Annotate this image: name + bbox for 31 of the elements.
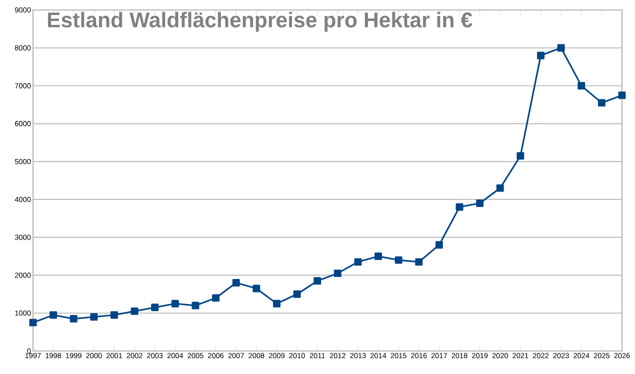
point (334, 270, 342, 278)
point (252, 284, 260, 292)
point (151, 304, 159, 312)
point (70, 315, 78, 323)
point (537, 52, 544, 60)
point (476, 199, 484, 207)
point (456, 203, 464, 211)
point (110, 311, 118, 319)
point (29, 318, 37, 326)
point (496, 184, 504, 192)
point (394, 256, 402, 264)
point (598, 99, 606, 107)
point (415, 258, 423, 266)
point (50, 311, 58, 319)
point (618, 92, 626, 99)
point (293, 290, 301, 298)
chart-title: Estland Waldflächenpreise pro Hektar in € (48, 12, 472, 32)
point (130, 307, 138, 315)
point (232, 279, 240, 287)
point (516, 152, 524, 160)
point (578, 82, 586, 90)
point (272, 300, 280, 308)
point (374, 252, 382, 260)
point (354, 258, 362, 266)
point (314, 277, 322, 285)
point (171, 300, 179, 308)
point (557, 44, 565, 52)
point (90, 313, 98, 321)
point (435, 241, 443, 249)
point (212, 294, 220, 302)
point (192, 302, 200, 310)
